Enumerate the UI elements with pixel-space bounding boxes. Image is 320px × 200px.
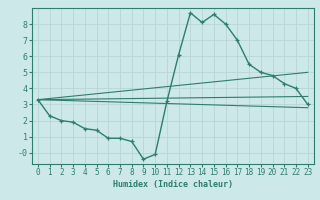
X-axis label: Humidex (Indice chaleur): Humidex (Indice chaleur): [113, 180, 233, 189]
